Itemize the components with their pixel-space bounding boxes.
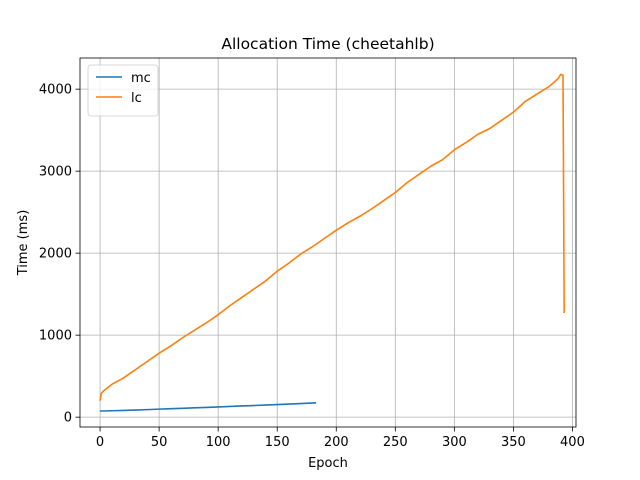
legend: mc lc [87,64,159,117]
chart-title: Allocation Time (cheetahlb) [221,35,434,53]
x-tick-label: 0 [96,435,104,450]
y-tick-label: 4000 [39,83,72,98]
axis-ticks: 0 50 100 150 200 250 300 350 4000100020003000400… [39,83,585,450]
y-tick-label: 3000 [39,165,72,180]
x-tick-label: 250 [383,435,408,450]
x-tick-label: 150 [265,435,290,450]
y-axis-label: Time (ms) [16,210,31,277]
x-tick-label: 350 [501,435,526,450]
x-tick-label: 100 [206,435,231,450]
x-tick-label: 200 [324,435,349,450]
x-tick-label: 300 [442,435,467,450]
x-tick-label: 400 [560,435,585,450]
legend-label-lc: lc [131,91,142,106]
series-line-lc [99,73,565,401]
y-tick-label: 1000 [39,329,72,344]
x-tick-label: 50 [151,435,168,450]
series-lines [99,73,565,412]
y-tick-label: 0 [64,411,72,426]
series-line-mc [100,402,317,412]
axes-frame [79,57,577,428]
y-tick-label: 2000 [39,247,72,262]
grid-lines [80,58,576,427]
x-axis-label: Epoch [308,456,348,471]
legend-label-mc: mc [131,71,151,86]
